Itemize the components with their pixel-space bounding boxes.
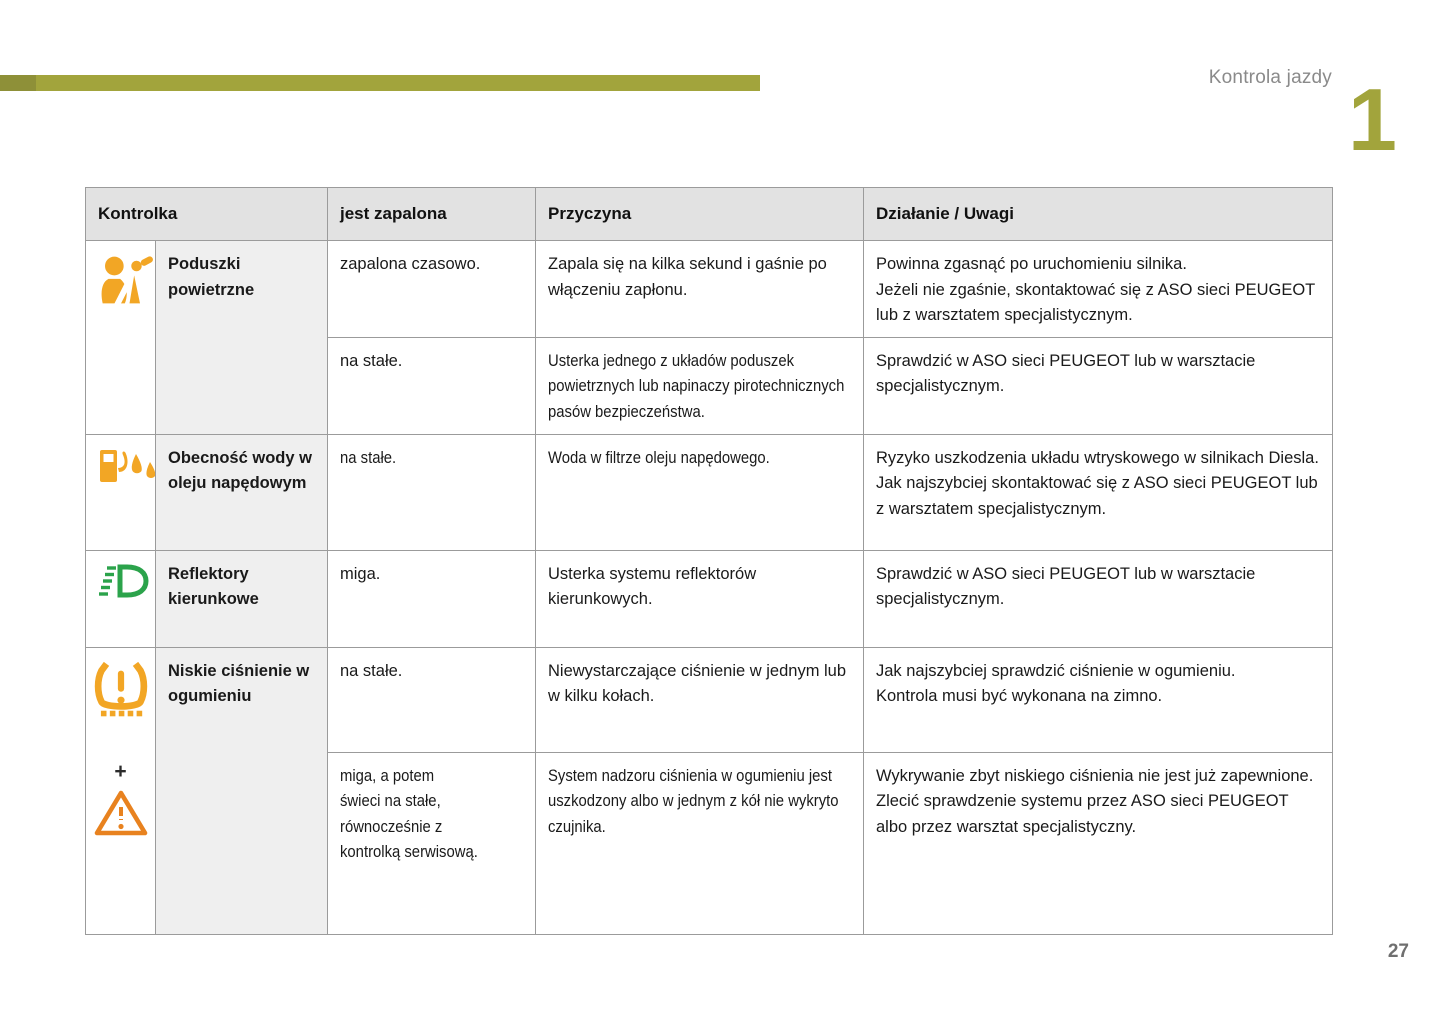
cause-cell: Zapala się na kilka sekund i gaśnie po w…	[535, 240, 864, 338]
action-cell: Jak najszybciej sprawdzić ciśnienie w og…	[863, 646, 1333, 753]
plus-sign: +	[114, 759, 127, 783]
table-row: Reflektory kierunkowe miga. Usterka syst…	[85, 549, 1333, 648]
col-header-dzialanie: Działanie / Uwagi	[863, 187, 1333, 241]
water-in-diesel-fuel-icon	[98, 446, 155, 492]
state-cell: zapalona czasowo.	[327, 240, 536, 338]
headlamp-icon-cell	[85, 549, 156, 648]
action-cell: Powinna zgasnąć po uruchomieniu silnika.…	[863, 240, 1333, 338]
warning-name: Poduszki powietrzne	[155, 240, 328, 435]
warning-name: Niskie ciśnienie w ogumieniu	[155, 646, 328, 935]
state-cell: miga, a potem świeci na stałe, równocześ…	[327, 751, 536, 935]
action-cell: Sprawdzić w ASO sieci PEUGEOT lub w wars…	[863, 336, 1333, 435]
warning-name: Obecność wody w oleju napędowym	[155, 433, 328, 551]
action-cell: Wykrywanie zbyt niskiego ciśnienia nie j…	[863, 751, 1333, 935]
action-cell: Ryzyko uszkodzenia układu wtryskowego w …	[863, 433, 1333, 551]
page-number: 27	[1387, 941, 1409, 962]
table-row: + Niskie ciśnienie w ogumieniu na stałe.…	[85, 646, 1333, 935]
top-accent-bar	[0, 75, 760, 91]
state-cell: na stałe.	[327, 433, 536, 551]
table-row: miga, a potem świeci na stałe, równocześ…	[86, 751, 1333, 935]
cause-cell: System nadzoru ciśnienia w ogumieniu jes…	[535, 751, 864, 935]
state-text: na stałe.	[340, 448, 397, 467]
table-row: Obecność wody w oleju napędowym na stałe…	[85, 433, 1333, 551]
airbag-warning-icon	[98, 252, 153, 308]
action-cell: Sprawdzić w ASO sieci PEUGEOT lub w wars…	[863, 549, 1333, 648]
state-cell: miga.	[327, 549, 536, 648]
col-header-przyczyna: Przyczyna	[535, 187, 864, 241]
warning-lights-table: Kontrolka jest zapalona Przyczyna Działa…	[85, 187, 1333, 935]
cause-cell: Usterka jednego z układów poduszek powie…	[535, 336, 864, 435]
section-title: Kontrola jazdy	[1208, 67, 1332, 88]
table-row: Poduszki powietrzne zapalona czasowo. Za…	[85, 240, 1333, 435]
cause-text: Woda w filtrze oleju napędowego.	[548, 448, 770, 467]
cause-cell: Woda w filtrze oleju napędowego.	[535, 433, 864, 551]
cause-cell: Niewystarczające ciśnienie w jednym lub …	[535, 646, 864, 753]
state-cell: na stałe.	[327, 646, 536, 753]
top-accent-bar-cap	[0, 75, 36, 91]
state-text: miga, a potem świeci na stałe, równocześ…	[340, 766, 478, 862]
directional-headlamps-icon	[98, 562, 149, 604]
col-header-jest-zapalona: jest zapalona	[327, 187, 536, 241]
state-cell: na stałe.	[327, 336, 536, 435]
chapter-number: 1	[1348, 70, 1397, 169]
airbag-icon-cell	[85, 240, 156, 435]
cause-cell: Usterka systemu reflektorów kierunkowych…	[535, 549, 864, 648]
warning-name: Reflektory kierunkowe	[155, 549, 328, 648]
water-in-fuel-icon-cell	[85, 433, 156, 551]
cause-text: Usterka jednego z układów poduszek powie…	[548, 351, 845, 421]
tyre-pressure-warning-icon	[92, 659, 150, 729]
table-row: na stałe. Usterka jednego z układów podu…	[86, 336, 1333, 435]
table-header-row: Kontrolka jest zapalona Przyczyna Działa…	[85, 187, 1333, 241]
cause-text: System nadzoru ciśnienia w ogumieniu jes…	[548, 766, 839, 836]
col-header-kontrolka: Kontrolka	[85, 187, 328, 241]
service-warning-triangle-icon	[93, 788, 149, 838]
tyre-pressure-icon-cell: +	[85, 646, 156, 935]
